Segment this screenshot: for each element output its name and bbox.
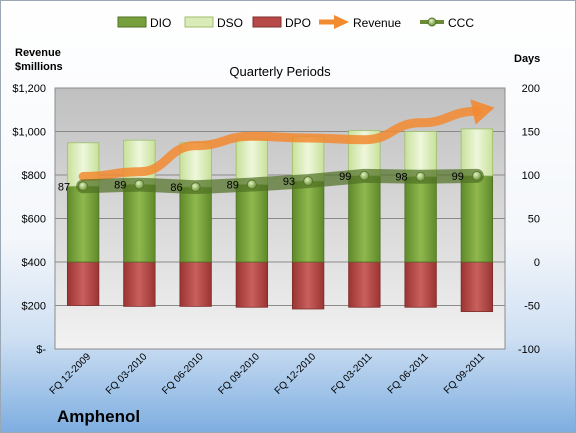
right-tick-label-2: 0: [534, 257, 540, 269]
legend-swatch-ccc: [420, 17, 444, 27]
revenue-layer: [78, 99, 495, 182]
left-axis-title-line-1: Revenue: [15, 47, 61, 59]
bar-dpo-4: [291, 261, 325, 310]
x-tick-label-6: FQ 06-2011: [386, 351, 431, 396]
bar-dpo-2: [179, 261, 212, 307]
x-tick-label-0: FQ 12-2009: [48, 351, 94, 397]
ccc-label-6: 98: [395, 172, 407, 184]
legend-swatch-dpo: [252, 16, 282, 28]
bar-dio-0: [66, 185, 100, 263]
left-tick-label-3: $600: [22, 214, 46, 226]
right-tick-label-6: 200: [522, 83, 540, 95]
ccc-label-1: 89: [114, 180, 126, 192]
bar-dso-7: [460, 128, 494, 177]
ccc-point-3: [246, 179, 257, 190]
bar-dio-4: [291, 180, 325, 263]
ccc-layer: 87 89 86 89 93 99 98 99: [58, 168, 484, 195]
left-axis: $- $200 $400 $600 $800 $1,000 $1,200: [12, 83, 46, 356]
right-axis: -100 -50 0 50 100 150 200: [518, 83, 540, 356]
bar-dio-3: [235, 184, 269, 263]
ccc-label-4: 93: [283, 176, 295, 188]
company-name: Amphenol: [57, 407, 140, 426]
legend-swatch-dio: [117, 16, 147, 28]
x-tick-label-5: FQ 03-2011: [330, 351, 375, 396]
revenue-arrowhead: [470, 99, 495, 125]
bar-dio-5: [348, 175, 381, 263]
legend-label-dpo: DPO: [285, 16, 311, 30]
bar-dpo-0: [66, 261, 100, 306]
legend-swatch-dso: [184, 16, 214, 28]
left-axis-title-line-2: $millions: [15, 61, 63, 73]
ccc-label-0: 87: [58, 181, 70, 193]
left-tick-label-0: $-: [36, 344, 46, 356]
x-tick-label-7: FQ 09-2011: [442, 351, 487, 396]
legend: DIO DSO DPO Revenue CCC: [117, 15, 474, 30]
bar-dio-1: [123, 184, 156, 263]
ccc-point-1: [134, 179, 145, 190]
bar-dio-6: [404, 176, 437, 263]
x-tick-label-2: FQ 06-2010: [160, 351, 206, 397]
right-tick-label-5: 150: [522, 127, 540, 139]
bar-dpo-7: [460, 261, 494, 312]
right-tick-label-3: 50: [528, 214, 540, 226]
left-tick-label-5: $1,000: [12, 127, 46, 139]
ccc-point-7: [471, 170, 482, 181]
left-tick-label-4: $800: [22, 170, 46, 182]
legend-swatch-revenue: [319, 15, 349, 29]
left-tick-label-6: $1,200: [12, 83, 46, 95]
bar-dpo-1: [123, 261, 156, 307]
ccc-label-7: 99: [452, 171, 464, 183]
legend-label-dio: DIO: [150, 16, 171, 30]
left-tick-label-2: $400: [22, 257, 46, 269]
legend-label-revenue: Revenue: [353, 16, 401, 30]
bar-dpo-6: [404, 261, 437, 308]
bar-dio-2: [179, 186, 212, 263]
right-tick-label-4: 100: [522, 170, 540, 182]
right-axis-title: Days: [514, 53, 540, 65]
left-tick-label-1: $200: [22, 301, 46, 313]
ccc-label-2: 86: [170, 182, 182, 194]
right-tick-label-1: -50: [524, 301, 540, 313]
legend-label-ccc: CCC: [448, 16, 474, 30]
bar-dpo-5: [348, 261, 381, 308]
ccc-point-6: [415, 171, 426, 182]
x-tick-label-1: FQ 03-2010: [104, 351, 150, 397]
chart-title: Quarterly Periods: [229, 64, 331, 79]
revenue-line: [78, 106, 482, 182]
x-tick-label-4: FQ 12-2010: [273, 351, 319, 397]
ccc-point-0: [78, 181, 89, 192]
bar-dio-7: [460, 175, 494, 263]
ccc-point-5: [359, 170, 370, 181]
bar-dpo-3: [235, 261, 269, 308]
ccc-line: [76, 168, 484, 195]
ccc-point-4: [303, 176, 314, 186]
ccc-point-2: [190, 182, 201, 193]
x-axis: FQ 12-2009 FQ 03-2010 FQ 06-2010 FQ 09-2010…: [48, 351, 488, 397]
legend-label-dso: DSO: [217, 16, 243, 30]
ccc-label-5: 99: [339, 171, 351, 183]
bar-dso-1: [123, 139, 156, 185]
ccc-label-3: 89: [227, 180, 239, 192]
right-tick-label-0: -100: [518, 344, 540, 356]
x-tick-label-3: FQ 09-2010: [216, 351, 262, 397]
